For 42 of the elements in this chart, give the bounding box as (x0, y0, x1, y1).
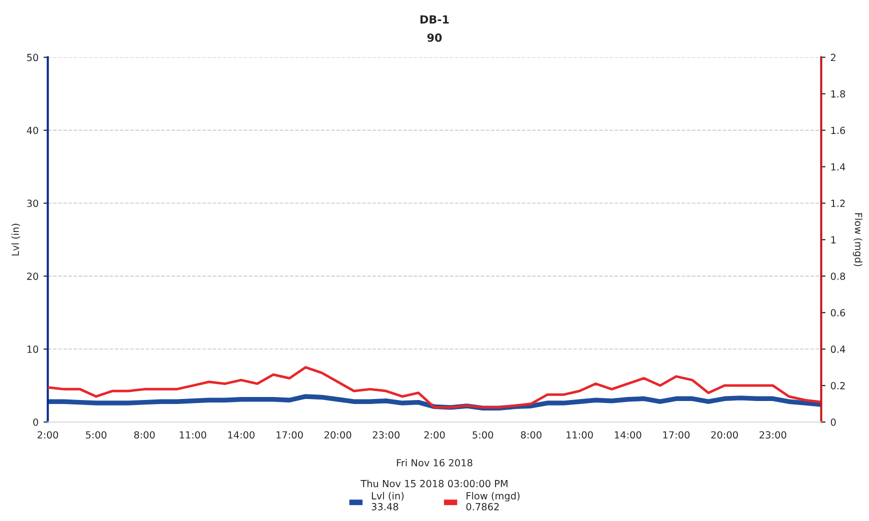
y2-tick-label: 1.8 (831, 90, 846, 98)
y-tick-label: 20 (27, 272, 38, 280)
x-tick-label: 8:00 (134, 431, 155, 439)
x-tick-label: 20:00 (324, 431, 352, 439)
x-tick-label: 14:00 (614, 431, 642, 439)
y2-axis-title: Flow (mgd) (852, 213, 862, 266)
x-tick-label: 20:00 (711, 431, 738, 439)
x-tick-label: 2:00 (424, 431, 445, 439)
y2-tick-label: 1 (831, 236, 836, 244)
chart-title: DB-1 (420, 15, 449, 24)
x-tick-label: 8:00 (520, 431, 542, 439)
x-tick-label: 23:00 (760, 431, 786, 439)
y2-tick-label: 1.4 (831, 163, 846, 170)
y2-tick-label: 0 (830, 418, 836, 426)
y-tick-label: 50 (27, 54, 38, 62)
x-tick-label: 11:00 (180, 431, 206, 439)
text: Fri Nov 16 2018 (396, 458, 472, 466)
x-tick-label: 5:00 (472, 431, 494, 439)
legend-label: Lvl (in) 33.48 (372, 492, 404, 510)
y-tick-label: 10 (27, 346, 38, 353)
chart-subtitle: 90 (427, 33, 442, 42)
y-tick-label: 0 (33, 418, 38, 426)
x-tick-label: 17:00 (276, 431, 303, 439)
y2-tick-label: 0.2 (830, 382, 845, 390)
x-tick-label: 14:00 (228, 431, 255, 439)
x-tick-label: 11:00 (566, 431, 593, 439)
y2-tick-label: 0.4 (830, 346, 846, 353)
y2-tick-label: 0.8 (830, 272, 846, 280)
x-tick-label: 17:00 (663, 431, 690, 439)
text: Thu Nov 15 2018 03:00:00 PM (360, 480, 508, 488)
y-axis-title: Lvl (in) (11, 224, 20, 256)
x-tick-label: 2:00 (38, 431, 58, 439)
y2-tick-label: 1.2 (831, 200, 845, 207)
x-tick-label: 5:00 (86, 431, 106, 439)
y2-tick-label: 0.6 (830, 309, 846, 316)
y2-tick-label: 1.6 (831, 126, 846, 134)
y-tick-label: 40 (26, 126, 38, 134)
line-series (48, 366, 822, 409)
x-tick-label: 23:00 (372, 431, 400, 439)
y-tick-label: 30 (27, 200, 38, 208)
legend-label: Flow (mgd) 0.7862 (466, 492, 520, 510)
y2-tick-label: 2 (830, 54, 836, 62)
